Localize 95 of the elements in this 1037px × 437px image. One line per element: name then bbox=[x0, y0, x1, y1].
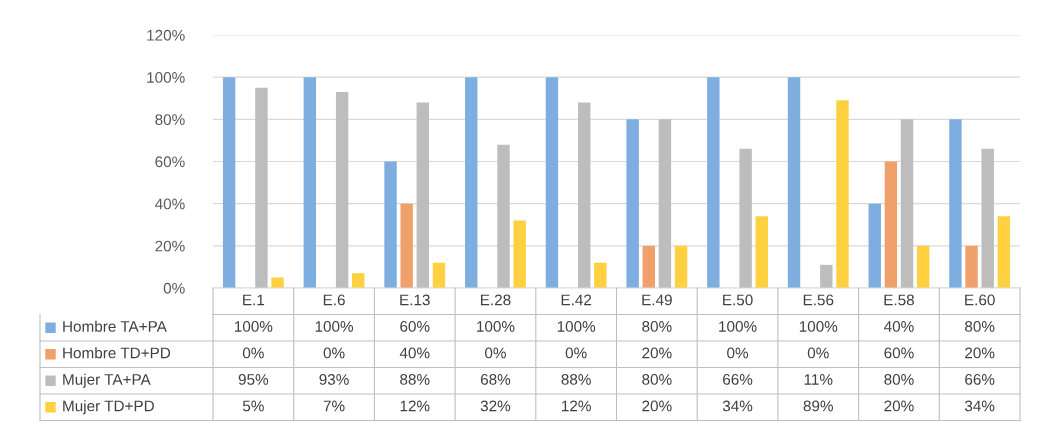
data-label: 0% bbox=[242, 347, 264, 359]
bar bbox=[658, 119, 672, 288]
data-label: 100% bbox=[799, 321, 838, 332]
data-label: 100% bbox=[234, 321, 273, 332]
bar bbox=[787, 77, 801, 288]
bar bbox=[900, 119, 914, 288]
bar bbox=[997, 216, 1011, 288]
x-tick-label: E.1 bbox=[243, 294, 265, 306]
data-label: 40% bbox=[884, 321, 914, 332]
bar bbox=[497, 144, 510, 288]
bar bbox=[432, 262, 446, 288]
x-tick-label: E.13 bbox=[400, 294, 430, 306]
bar bbox=[335, 91, 349, 288]
bar bbox=[965, 245, 978, 288]
bar bbox=[674, 245, 688, 288]
bar bbox=[303, 77, 317, 288]
data-label: 89% bbox=[803, 400, 833, 412]
bar bbox=[739, 148, 752, 288]
bar bbox=[707, 77, 720, 288]
bar bbox=[271, 277, 284, 288]
legend-label: Mujer TD+PD bbox=[63, 400, 154, 415]
data-label: 20% bbox=[642, 347, 672, 359]
data-label: 66% bbox=[723, 374, 753, 385]
bar bbox=[755, 216, 768, 288]
data-label: 11% bbox=[804, 374, 833, 385]
bar bbox=[836, 100, 849, 288]
data-label: 88% bbox=[561, 374, 591, 385]
data-label: 12% bbox=[562, 400, 591, 412]
data-label: 100% bbox=[719, 321, 757, 332]
data-label: 40% bbox=[399, 347, 430, 359]
data-label: 34% bbox=[722, 400, 753, 412]
x-tick-label: E.49 bbox=[642, 294, 672, 306]
bar bbox=[465, 77, 478, 288]
x-tick-label: E.58 bbox=[884, 294, 914, 306]
data-label: 5% bbox=[242, 400, 264, 412]
y-tick-label: 20% bbox=[155, 240, 185, 252]
data-label: 80% bbox=[642, 374, 672, 385]
x-tick-label: E.56 bbox=[803, 294, 834, 306]
data-label: 100% bbox=[315, 321, 354, 332]
y-tick-label: 120% bbox=[147, 29, 185, 41]
y-tick-label: 100% bbox=[147, 72, 185, 83]
data-label: 20% bbox=[884, 400, 914, 412]
data-label: 95% bbox=[238, 374, 269, 385]
x-tick-label: E.6 bbox=[323, 294, 345, 306]
bar bbox=[222, 77, 236, 288]
bar bbox=[868, 203, 881, 288]
legend-label: Hombre TD+PD bbox=[63, 347, 171, 359]
data-label: 0% bbox=[323, 347, 345, 359]
data-label: 66% bbox=[965, 374, 995, 385]
y-tick-label: 60% bbox=[155, 156, 185, 168]
bar bbox=[820, 264, 833, 288]
x-tick-label: E.42 bbox=[561, 294, 592, 306]
data-label: 93% bbox=[319, 374, 349, 385]
bar bbox=[884, 161, 898, 288]
data-label: 12% bbox=[400, 400, 430, 412]
legend-label: Hombre TA+PA bbox=[63, 320, 167, 332]
data-label: 60% bbox=[884, 347, 914, 359]
legend-label: Mujer TA+PA bbox=[63, 373, 151, 388]
x-tick-label: E.28 bbox=[480, 294, 511, 306]
bar bbox=[416, 102, 430, 288]
data-label: 20% bbox=[642, 400, 672, 412]
data-label: 0% bbox=[807, 347, 829, 359]
bar bbox=[981, 148, 994, 288]
bar bbox=[513, 220, 526, 288]
bar bbox=[578, 102, 591, 288]
data-label: 20% bbox=[965, 347, 995, 359]
data-label: 0% bbox=[485, 347, 506, 359]
bar bbox=[352, 273, 365, 288]
bar bbox=[545, 77, 559, 288]
x-tick-label: E.60 bbox=[965, 294, 995, 306]
data-label: 7% bbox=[323, 400, 345, 412]
data-label: 0% bbox=[727, 347, 749, 359]
data-label: 60% bbox=[400, 321, 430, 332]
bar bbox=[916, 245, 930, 288]
data-label: 80% bbox=[642, 321, 672, 332]
data-label: 100% bbox=[557, 321, 596, 332]
data-label: 100% bbox=[477, 321, 515, 332]
data-label: 68% bbox=[480, 374, 511, 385]
bar bbox=[594, 262, 607, 288]
bar bbox=[642, 245, 655, 288]
data-label: 80% bbox=[965, 321, 995, 332]
y-tick-label: 80% bbox=[155, 114, 185, 126]
data-label: 34% bbox=[964, 400, 995, 412]
data-label: 32% bbox=[480, 400, 511, 412]
y-tick-label: 0% bbox=[163, 282, 185, 294]
data-label: 88% bbox=[400, 374, 430, 385]
bar bbox=[255, 87, 268, 288]
bar bbox=[949, 119, 962, 288]
data-label: 0% bbox=[565, 347, 587, 359]
x-tick-label: E.50 bbox=[723, 294, 753, 306]
data-label: 80% bbox=[884, 374, 914, 385]
bar bbox=[626, 119, 639, 288]
y-tick-label: 40% bbox=[155, 198, 185, 210]
bar bbox=[400, 203, 413, 288]
bar bbox=[384, 161, 397, 288]
